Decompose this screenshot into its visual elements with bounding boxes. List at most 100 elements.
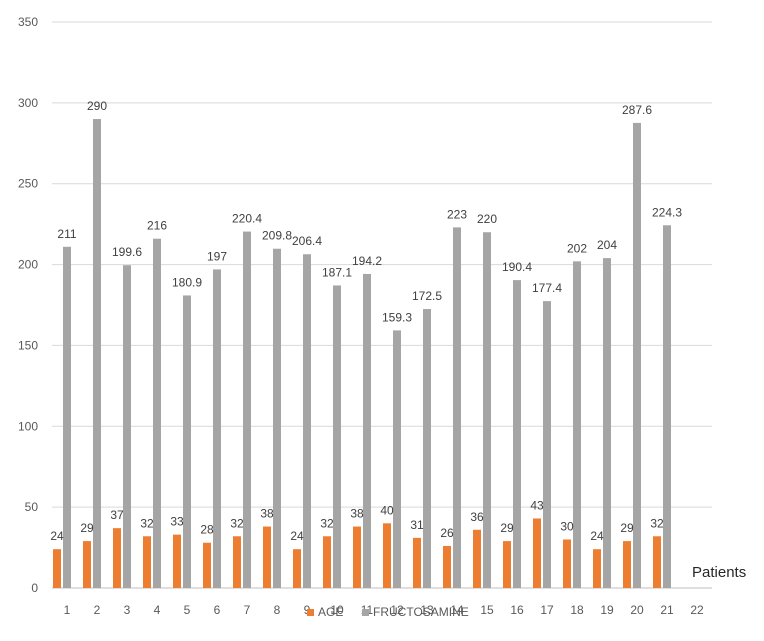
x-tick-label: 12 <box>390 603 404 617</box>
data-label: 287.6 <box>622 103 652 117</box>
y-tick-label: 100 <box>18 419 38 433</box>
data-label: 38 <box>260 507 274 521</box>
data-label: 220.4 <box>232 212 262 226</box>
data-label: 38 <box>350 507 364 521</box>
data-label: 33 <box>170 515 184 529</box>
x-tick-label: 4 <box>154 603 161 617</box>
bar-age <box>173 534 181 588</box>
data-label: 199.6 <box>112 245 142 259</box>
bar-age <box>353 526 361 588</box>
data-label: 216 <box>147 219 167 233</box>
bar-fructosamine <box>513 280 521 588</box>
bar-age <box>323 536 331 588</box>
y-tick-label: 250 <box>18 177 38 191</box>
data-labels: 24 211 29 290 37 199.6 32 216 33 180.9 28 197 32 220.… <box>50 99 682 543</box>
bar-fructosamine <box>123 265 131 588</box>
data-label: 290 <box>87 99 107 113</box>
x-tick-label: 16 <box>510 603 524 617</box>
data-label: 224.3 <box>652 205 682 219</box>
bar-fructosamine <box>393 330 401 588</box>
data-label: 223 <box>447 207 467 221</box>
x-tick-label: 21 <box>660 603 674 617</box>
bar-fructosamine <box>453 227 461 588</box>
legend-label-fructosamine: FRUCTOSAMINE <box>373 605 469 619</box>
bar-age <box>233 536 241 588</box>
data-label: 37 <box>110 508 124 522</box>
y-tick-label: 50 <box>25 500 39 514</box>
data-label: 32 <box>140 516 154 530</box>
x-tick-label: 13 <box>420 603 434 617</box>
bar-fructosamine <box>273 248 281 588</box>
bars <box>53 119 671 589</box>
x-tick-label: 6 <box>214 603 221 617</box>
bar-age <box>473 529 481 588</box>
data-label: 32 <box>230 516 244 530</box>
x-tick-label: 10 <box>330 603 344 617</box>
x-tick-label: 15 <box>480 603 494 617</box>
x-tick-label: 5 <box>184 603 191 617</box>
data-label: 172.5 <box>412 289 442 303</box>
bar-age <box>143 536 151 588</box>
x-tick-label: 19 <box>600 603 614 617</box>
data-label: 24 <box>590 529 604 543</box>
bar-age <box>53 549 61 588</box>
data-label: 220 <box>477 212 497 226</box>
bar-fructosamine <box>183 295 191 588</box>
bar-age <box>653 536 661 588</box>
data-label: 209.8 <box>262 229 292 243</box>
y-tick-label: 200 <box>18 258 38 272</box>
data-label: 206.4 <box>292 234 322 248</box>
bar-fructosamine <box>93 119 101 589</box>
data-label: 32 <box>320 516 334 530</box>
y-tick-label: 350 <box>18 15 38 29</box>
bar-fructosamine <box>243 231 251 588</box>
bar-fructosamine <box>63 246 71 589</box>
bar-fructosamine <box>213 269 221 588</box>
bar-fructosamine <box>303 254 311 588</box>
data-label: 36 <box>470 510 484 524</box>
x-tick-label: 8 <box>274 603 281 617</box>
data-label: 32 <box>650 516 664 530</box>
data-label: 24 <box>290 529 304 543</box>
x-tick-label: 18 <box>570 603 584 617</box>
bar-age <box>203 542 211 588</box>
bar-age <box>383 523 391 588</box>
data-label: 190.4 <box>502 260 532 274</box>
data-label: 159.3 <box>382 310 412 324</box>
bar-fructosamine <box>363 273 371 588</box>
x-tick-label: 1 <box>64 603 71 617</box>
data-label: 28 <box>200 523 214 537</box>
data-label: 31 <box>410 518 424 532</box>
data-label: 29 <box>80 521 94 535</box>
y-axis-tick-labels: 0 50 100 150 200 250 300 350 <box>18 15 38 595</box>
x-tick-label: 20 <box>630 603 644 617</box>
bar-fructosamine <box>333 285 341 588</box>
legend-swatch-age <box>307 609 314 616</box>
x-tick-label: 17 <box>540 603 554 617</box>
data-label: 177.4 <box>532 281 562 295</box>
data-label: 40 <box>380 503 394 517</box>
x-tick-label: 22 <box>690 603 704 617</box>
bar-fructosamine <box>483 232 491 588</box>
data-label: 202 <box>567 241 587 255</box>
data-label: 43 <box>530 498 544 512</box>
x-tick-label: 2 <box>94 603 101 617</box>
bar-age <box>563 539 571 588</box>
legend: AGE FRUCTOSAMINE <box>307 605 469 619</box>
data-label: 30 <box>560 519 574 533</box>
bar-age <box>413 537 421 588</box>
data-label: 211 <box>57 227 76 241</box>
data-label: 29 <box>620 521 634 535</box>
data-label: 204 <box>597 238 617 252</box>
legend-label-age: AGE <box>318 605 343 619</box>
x-tick-label: 3 <box>124 603 131 617</box>
bar-fructosamine <box>153 238 161 588</box>
x-axis-title: Patients <box>692 564 746 581</box>
bar-age <box>593 549 601 588</box>
bar-fructosamine <box>603 258 611 588</box>
bar-fructosamine <box>663 225 671 589</box>
bar-fructosamine <box>423 309 431 588</box>
bar-fructosamine <box>543 301 551 588</box>
